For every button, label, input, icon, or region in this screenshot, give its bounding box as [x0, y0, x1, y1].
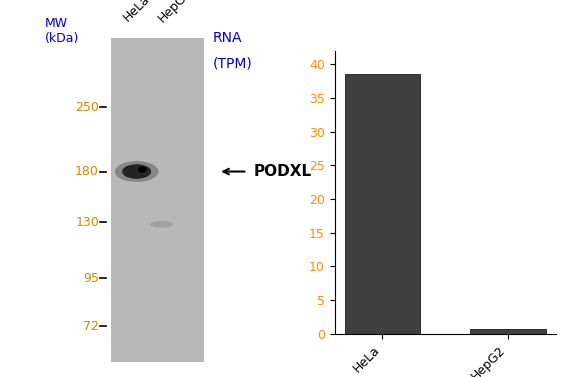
- Ellipse shape: [138, 167, 147, 173]
- Text: 72: 72: [83, 320, 99, 333]
- Ellipse shape: [150, 221, 173, 228]
- Ellipse shape: [115, 161, 158, 182]
- Bar: [470, 329, 546, 334]
- Text: PODXL: PODXL: [253, 164, 311, 179]
- Text: HepG2: HepG2: [156, 0, 195, 25]
- Text: HeLa: HeLa: [121, 0, 152, 25]
- Text: 180: 180: [75, 165, 99, 178]
- Ellipse shape: [122, 164, 151, 179]
- Text: 250: 250: [75, 101, 99, 114]
- Text: 130: 130: [75, 216, 99, 229]
- Text: 95: 95: [83, 272, 99, 285]
- Bar: [345, 75, 420, 334]
- Bar: [111, 38, 204, 362]
- Text: (TPM): (TPM): [213, 57, 253, 70]
- Text: RNA: RNA: [213, 31, 243, 45]
- Text: MW
(kDa): MW (kDa): [45, 17, 80, 45]
